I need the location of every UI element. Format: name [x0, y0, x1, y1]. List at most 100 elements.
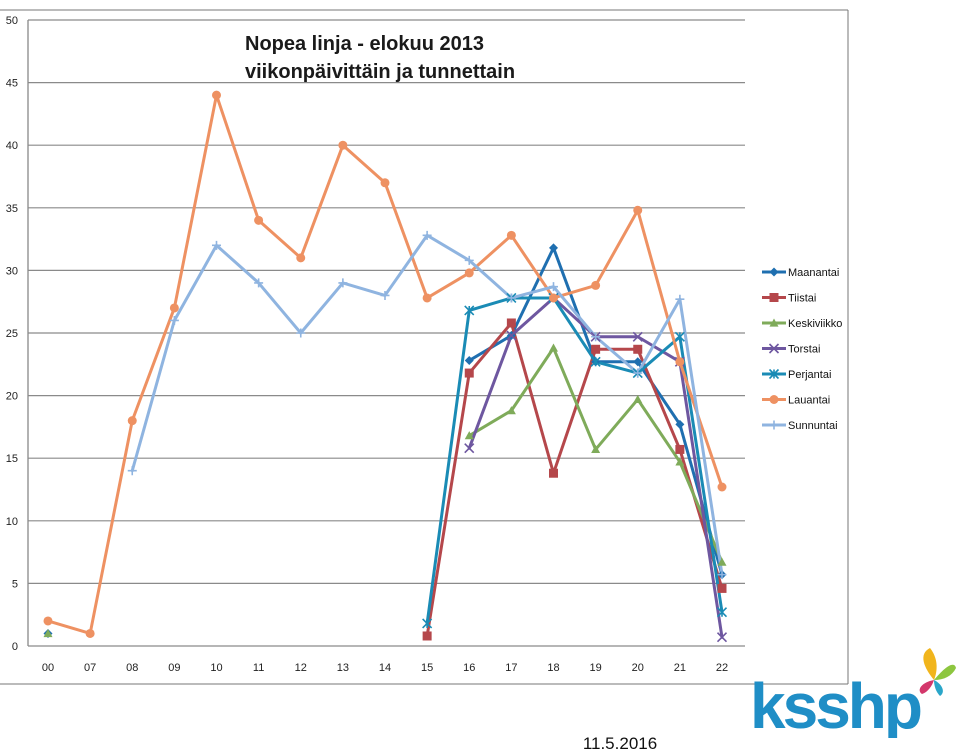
y-tick-label: 0 — [12, 641, 18, 653]
y-tick-label: 45 — [6, 78, 18, 90]
data-point-sunnuntai — [717, 570, 727, 580]
legend-marker — [769, 395, 779, 404]
data-point-sunnuntai — [127, 466, 137, 476]
data-point-sunnuntai — [506, 293, 516, 303]
data-point-maanantai — [549, 243, 558, 253]
y-tick-label: 35 — [6, 203, 18, 215]
data-point-lauantai — [422, 293, 432, 303]
data-point-maanantai — [675, 419, 685, 429]
data-point-tiistai — [633, 344, 643, 354]
data-point-perjantai — [716, 607, 728, 618]
data-point-sunnuntai — [591, 332, 601, 342]
series-line-tiistai — [425, 321, 724, 638]
legend-marker — [768, 368, 780, 380]
series-line-perjantai — [425, 296, 724, 625]
legend-marker — [769, 318, 779, 327]
data-point-sunnuntai — [380, 290, 390, 300]
data-point-tiistai — [591, 344, 601, 354]
data-point-maanantai — [464, 356, 474, 366]
data-point-lauantai — [43, 616, 53, 626]
data-point-lauantai — [296, 253, 306, 263]
y-tick-label: 40 — [6, 140, 18, 152]
legend-marker — [768, 343, 780, 354]
data-point-tiistai — [422, 631, 432, 641]
data-point-keskiviikko — [717, 557, 727, 566]
data-point-perjantai — [422, 618, 433, 629]
x-tick-label: 20 — [632, 662, 644, 674]
data-point-sunnuntai — [464, 255, 474, 265]
y-tick-label: 20 — [6, 391, 18, 403]
legend-marker — [769, 420, 779, 430]
legend: Maanantai Tiistai Keskiviikko Torstai Perjan… — [762, 267, 842, 432]
x-tick-label: 19 — [590, 662, 602, 674]
data-point-keskiviikko — [633, 394, 643, 403]
data-point-lauantai — [380, 178, 390, 188]
data-point-lauantai — [633, 205, 643, 215]
x-tick-label: 22 — [716, 662, 728, 674]
data-point-keskiviikko — [464, 431, 474, 440]
y-tick-label: 10 — [6, 516, 18, 528]
data-point-sunnuntai — [338, 278, 348, 288]
data-point-lauantai — [127, 416, 137, 426]
x-tick-label: 21 — [674, 662, 686, 674]
date-label: 11.5.2016 — [582, 734, 658, 753]
data-point-torstai — [506, 330, 517, 341]
x-tick-label: 17 — [505, 662, 517, 674]
x-tick-label: 16 — [463, 662, 475, 674]
x-axis-ticks: 00 07 08 09 10 11 12 13 14 15 16 17 18 19 20 21 22 — [42, 662, 728, 674]
data-point-tiistai — [549, 468, 558, 478]
data-point-tiistai — [717, 583, 727, 593]
data-point-lauantai — [717, 482, 727, 492]
data-point-sunnuntai — [549, 282, 558, 292]
legend-marker — [769, 267, 779, 277]
x-tick-label: 00 — [42, 662, 54, 674]
data-point-lauantai — [591, 280, 601, 290]
x-tick-label: 15 — [421, 662, 433, 674]
data-point-sunnuntai — [169, 315, 179, 325]
logo-text: ksshp — [750, 670, 921, 738]
data-point-perjantai — [590, 356, 601, 367]
data-point-lauantai — [254, 215, 264, 225]
data-point-lauantai — [506, 230, 516, 240]
y-tick-label: 25 — [6, 328, 18, 340]
data-point-lauantai — [549, 293, 558, 303]
legend-label: Sunnuntai — [788, 420, 838, 432]
data-point-tiistai — [506, 318, 516, 328]
data-point-keskiviikko — [549, 343, 558, 352]
data-point-keskiviikko — [591, 444, 601, 454]
data-point-perjantai — [674, 331, 685, 342]
data-point-lauantai — [212, 90, 221, 100]
data-point-lauantai — [464, 268, 474, 278]
data-point-maanantai — [633, 357, 643, 367]
series-lines — [46, 93, 724, 639]
data-point-keskiviikko — [43, 628, 53, 638]
data-point-lauantai — [338, 140, 348, 150]
data-point-sunnuntai — [212, 240, 221, 250]
data-point-torstai — [632, 331, 643, 342]
chart-subtitle: viikonpäivittäin ja tunnettain — [245, 61, 515, 83]
series-line-maanantai — [467, 246, 724, 577]
x-tick-label: 07 — [84, 662, 96, 674]
gridlines — [28, 19, 745, 647]
data-point-torstai — [716, 632, 728, 643]
chart-frame — [0, 9, 849, 685]
legend-label: Perjantai — [788, 369, 831, 381]
data-point-sunnuntai — [675, 294, 685, 304]
chart-title: Nopea linja - elokuu 2013 — [245, 33, 484, 55]
data-point-keskiviikko — [506, 406, 516, 415]
legend-label: Keskiviikko — [788, 318, 842, 330]
y-tick-label: 30 — [6, 265, 18, 277]
data-point-sunnuntai — [254, 278, 264, 288]
legend-label: Maanantai — [788, 267, 839, 279]
data-point-perjantai — [464, 305, 475, 316]
data-point-sunnuntai — [422, 230, 432, 240]
ksshp-logo: ksshp — [750, 648, 956, 738]
data-point-torstai — [464, 443, 475, 454]
x-tick-label: 10 — [210, 662, 222, 674]
y-tick-label: 15 — [6, 453, 18, 465]
legend-label: Torstai — [788, 344, 820, 356]
x-tick-label: 12 — [295, 662, 307, 674]
data-point-lauantai — [675, 357, 685, 367]
legend-label: Lauantai — [788, 395, 830, 407]
